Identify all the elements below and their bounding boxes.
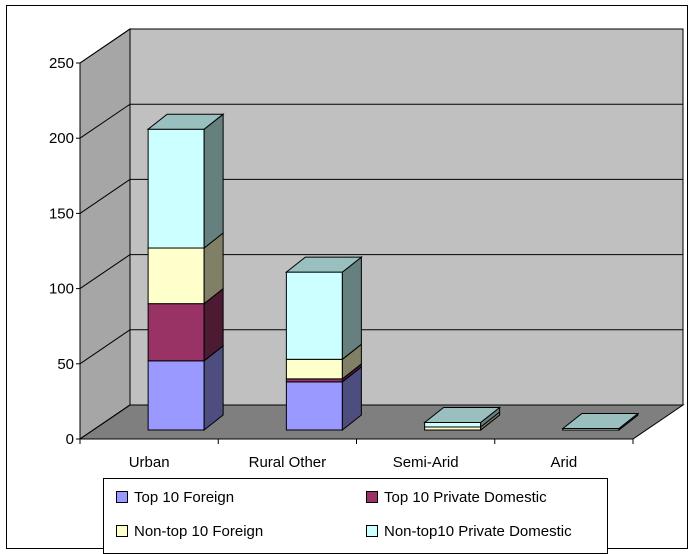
x-tick-label: Semi-Arid — [393, 454, 459, 471]
bar-segment — [285, 271, 343, 360]
bar-top — [423, 406, 502, 423]
gridline — [79, 329, 683, 365]
y-tick-label: 250 — [49, 55, 74, 72]
legend-item: Non-top10 Private Domestic — [366, 521, 572, 541]
bar-segment — [147, 303, 205, 362]
bar-segment-side — [203, 113, 224, 250]
gridline — [79, 28, 683, 64]
bar-stack — [146, 113, 225, 432]
legend-item: Top 10 Private Domestic — [366, 487, 547, 507]
legend-swatch — [366, 491, 378, 503]
legend-item: Top 10 Foreign — [116, 487, 234, 507]
y-tick-label: 0 — [66, 431, 74, 448]
bar-segment — [147, 247, 205, 305]
legend-item: Non-top 10 Foreign — [116, 521, 263, 541]
legend-label: Top 10 Private Domestic — [384, 488, 547, 506]
x-tick-label: Rural Other — [249, 454, 327, 471]
legend-swatch — [366, 525, 378, 537]
gridline — [79, 103, 683, 139]
x-tick-label: Arid — [551, 454, 578, 471]
bar-segment — [147, 128, 205, 249]
gridline — [79, 254, 683, 290]
bar-segment-side — [341, 256, 362, 361]
legend-swatch — [116, 491, 128, 503]
side-wall — [79, 28, 131, 440]
legend-label: Top 10 Foreign — [134, 488, 235, 506]
bar-segment — [424, 421, 482, 428]
gridline — [79, 178, 683, 214]
bar-segment — [285, 381, 343, 431]
bar-stack — [423, 406, 502, 432]
gridline — [79, 404, 683, 440]
legend: Top 10 Foreign Top 10 Private Domestic Non… — [103, 478, 608, 554]
bar-segment — [285, 358, 343, 380]
legend-label: Non-top10 Private Domestic — [384, 522, 572, 540]
legend-swatch — [116, 525, 128, 537]
bar-top — [284, 256, 363, 273]
bar-segment — [147, 360, 205, 431]
bar-top — [146, 113, 225, 130]
y-tick-label: 100 — [49, 281, 74, 298]
y-tick-label: 50 — [57, 356, 74, 373]
y-tick-label: 200 — [49, 130, 74, 147]
bar-top — [561, 412, 640, 429]
x-tick-label: Urban — [129, 454, 170, 471]
y-tick-label: 150 — [49, 205, 74, 222]
bar-stack — [561, 412, 640, 432]
legend-label: Non-top 10 Foreign — [134, 522, 264, 540]
bar-stack — [284, 256, 363, 432]
